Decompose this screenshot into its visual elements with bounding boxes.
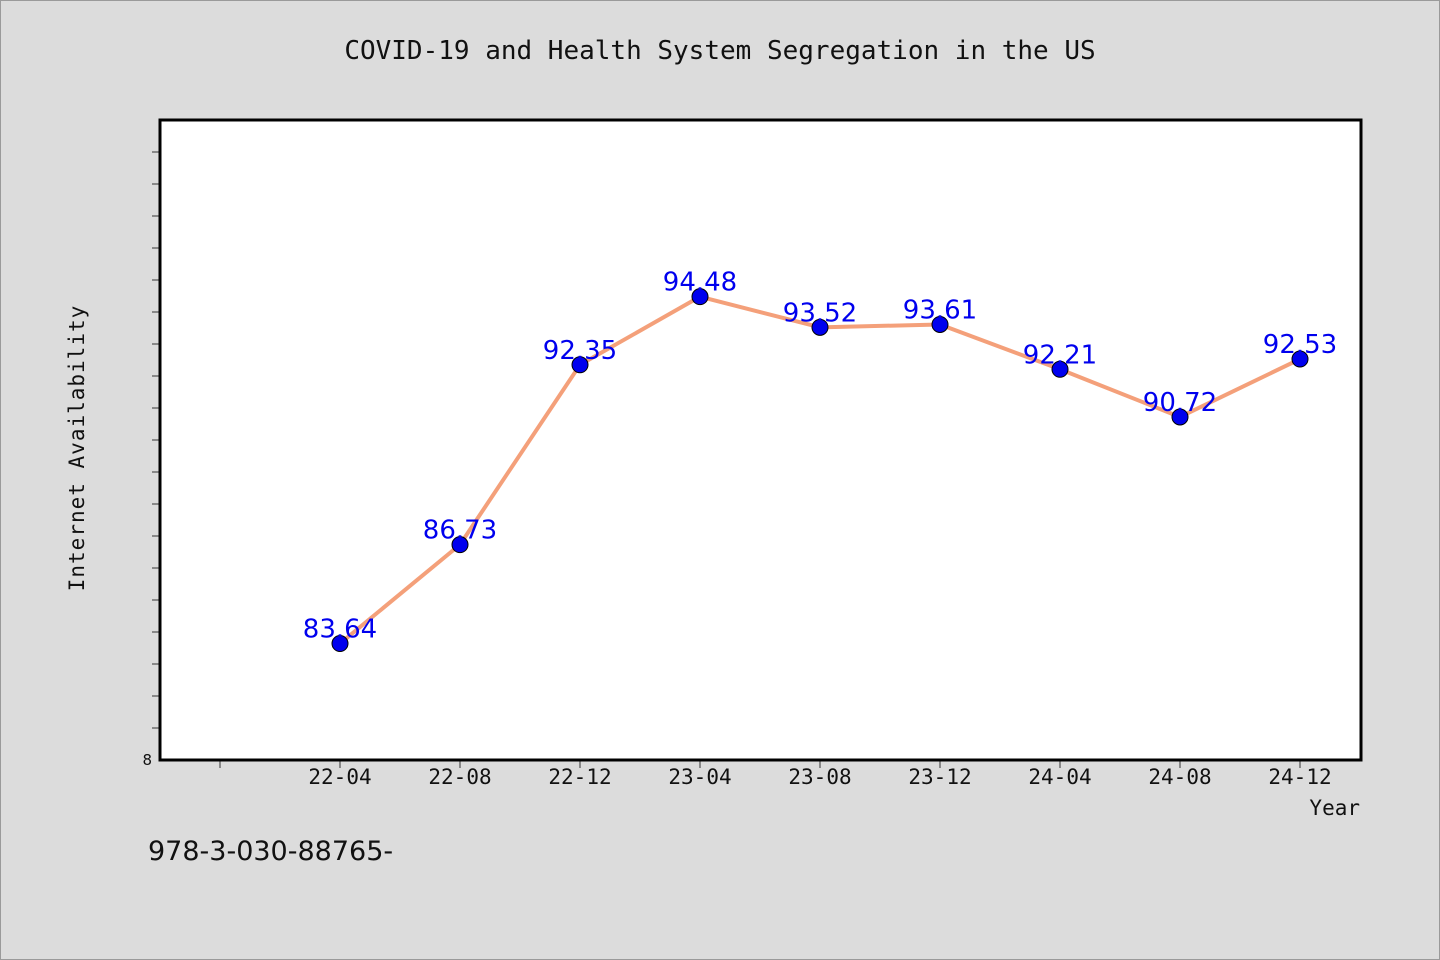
axis-ticks: 8	[142, 151, 1301, 769]
data-point	[331, 635, 349, 653]
x-tick-label: 24-12	[1268, 765, 1331, 789]
footnote: 978-3-030-88765-	[148, 836, 394, 867]
data-label: 92.53	[1263, 330, 1337, 360]
series-layer	[331, 288, 1309, 653]
data-label: 86.73	[423, 516, 497, 546]
plot-border	[158, 118, 1363, 762]
x-tick-labels: 22-04 22-08 22-12 23-04 23-08 23-12 24-04 24-08…	[308, 765, 1331, 789]
y-tick-label: 8	[142, 751, 152, 769]
data-point	[1291, 350, 1309, 368]
data-point	[451, 536, 469, 554]
data-point	[931, 315, 949, 333]
x-tick-label: 24-04	[1028, 765, 1091, 789]
x-tick-label: 23-08	[788, 765, 851, 789]
x-axis-label: Year	[1309, 796, 1360, 820]
x-tick-label: 24-08	[1148, 765, 1211, 789]
data-labels: 83.64 86.73 92.35 94.48 93.52 93.61 92.21 90.72…	[303, 268, 1337, 645]
data-label: 83.64	[303, 615, 377, 645]
x-tick-label: 23-12	[908, 765, 971, 789]
data-label: 92.35	[543, 336, 617, 366]
data-point	[1051, 360, 1069, 378]
data-point	[1171, 408, 1189, 426]
data-label: 93.52	[783, 298, 857, 328]
data-point	[571, 356, 589, 374]
chart-title: COVID-19 and Health System Segregation i…	[344, 36, 1096, 66]
x-tick-label: 22-04	[308, 765, 371, 789]
data-point	[811, 318, 829, 336]
data-point	[691, 288, 709, 306]
plot-area	[160, 120, 1361, 760]
data-label: 90.72	[1143, 388, 1217, 418]
data-label: 94.48	[663, 268, 737, 298]
data-label: 92.21	[1023, 340, 1097, 370]
x-tick-label: 22-12	[548, 765, 611, 789]
x-tick-label: 23-04	[668, 765, 731, 789]
data-label: 93.61	[903, 295, 977, 325]
x-tick-label: 22-08	[428, 765, 491, 789]
